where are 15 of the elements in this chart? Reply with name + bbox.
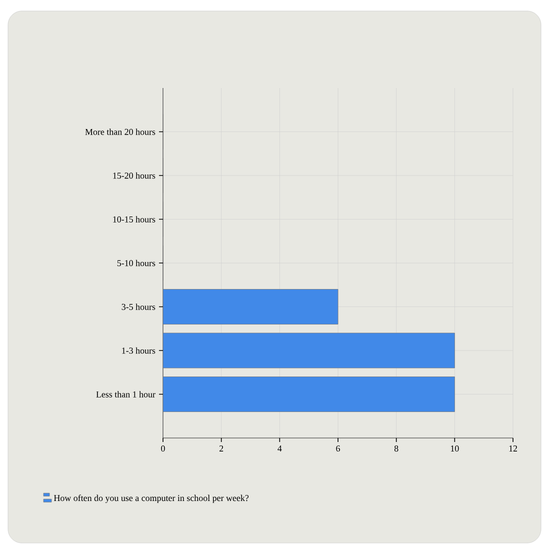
y-tick-label: More than 20 hours: [85, 128, 156, 135]
y-tick-label: 5-10 hours: [117, 260, 156, 266]
legend-label: How often do you use a computer in school per week?: [54, 494, 249, 503]
y-tick-label: 15-20 hours: [113, 172, 156, 179]
x-tick-label: 0: [161, 446, 165, 452]
x-tick-label: 4: [278, 446, 282, 452]
x-tick-label: 12: [509, 446, 517, 452]
x-tick-label: 10: [450, 446, 459, 452]
y-tick-label: Less than 1 hour: [96, 391, 156, 398]
y-tick-label: 1-3 hours: [122, 347, 156, 354]
x-tick-label: 2: [219, 446, 224, 452]
y-tick-label: 10-15 hours: [113, 216, 156, 222]
x-tick-label: 8: [394, 446, 398, 452]
y-tick-label: 3-5 hours: [122, 304, 156, 310]
x-tick-label: 6: [336, 446, 340, 452]
